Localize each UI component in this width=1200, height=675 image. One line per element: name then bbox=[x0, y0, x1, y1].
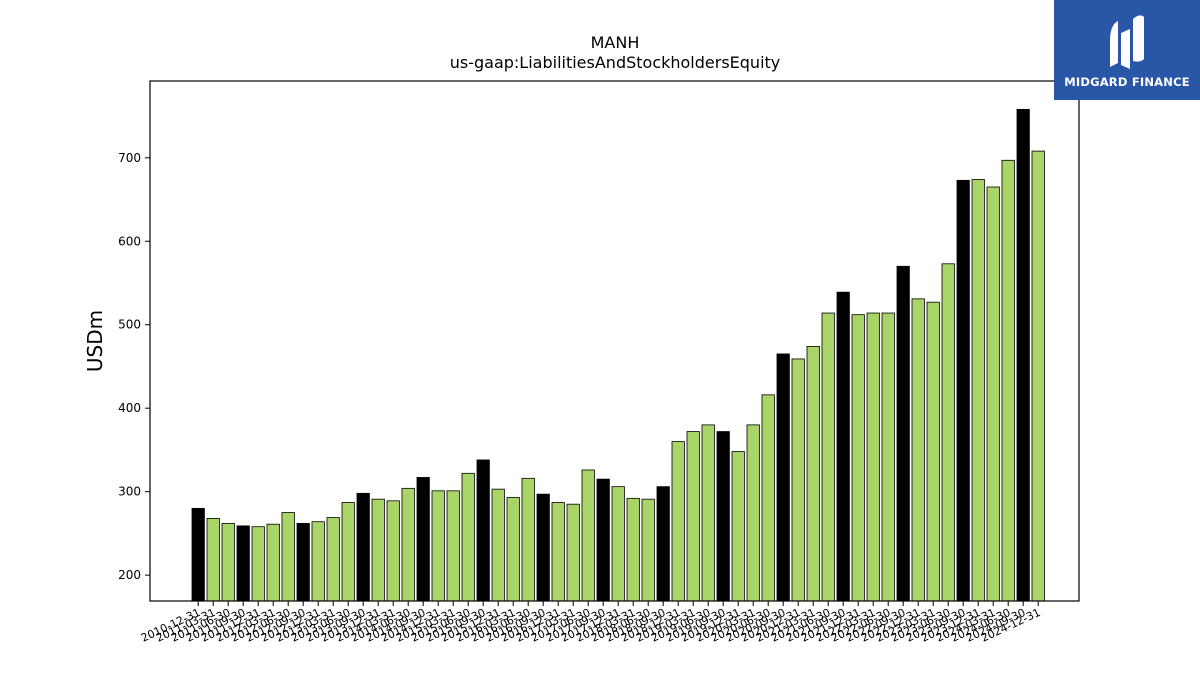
bar-2012-12-31 bbox=[311, 521, 325, 602]
bar-2017-06-30 bbox=[581, 469, 595, 602]
bar-2012-06-30 bbox=[281, 512, 295, 602]
y-tick-label: 600 bbox=[118, 234, 141, 248]
bar-2015-09-30 bbox=[476, 459, 490, 602]
bar-2022-06-30 bbox=[881, 312, 895, 602]
bar-2012-03-31 bbox=[266, 523, 280, 602]
bar-2020-12-31 bbox=[791, 358, 805, 602]
bar-2014-09-30 bbox=[416, 477, 430, 602]
bar-2019-12-31 bbox=[731, 451, 745, 602]
bar-2013-09-30 bbox=[356, 492, 370, 602]
bar-2023-09-30 bbox=[956, 179, 970, 602]
bar-2021-12-31 bbox=[851, 314, 865, 602]
bar-2011-03-31 bbox=[206, 517, 220, 602]
chart-subtitle: us-gaap:LiabilitiesAndStockholdersEquity bbox=[450, 53, 781, 72]
bar-2019-06-30 bbox=[701, 424, 715, 602]
bar-2024-06-30 bbox=[1001, 159, 1015, 602]
bars-group bbox=[191, 108, 1045, 602]
bar-2018-03-31 bbox=[626, 497, 640, 602]
bar-2013-03-31 bbox=[326, 517, 340, 602]
brand-logo: MIDGARD FINANCE bbox=[1054, 0, 1200, 100]
bar-2016-12-31 bbox=[551, 502, 565, 602]
bar-2014-12-31 bbox=[431, 490, 445, 602]
y-axis: 200 300 400 500 600 700 bbox=[118, 151, 150, 582]
bar-2011-09-30 bbox=[236, 525, 250, 602]
y-tick-label: 300 bbox=[118, 485, 141, 499]
bar-2024-03-31 bbox=[986, 186, 1000, 602]
bar-2018-06-30 bbox=[641, 498, 655, 602]
bar-2015-06-30 bbox=[461, 472, 475, 602]
bar-2023-03-31 bbox=[926, 301, 940, 602]
bar-2011-06-30 bbox=[221, 522, 235, 602]
chart-title: MANH bbox=[591, 33, 640, 52]
bar-2022-09-30 bbox=[896, 265, 910, 602]
bar-2014-06-30 bbox=[401, 487, 415, 602]
bar-2024-09-30 bbox=[1016, 108, 1030, 602]
bar-2024-12-31 bbox=[1031, 150, 1045, 602]
bar-2019-09-30 bbox=[716, 431, 730, 602]
bar-2011-12-31 bbox=[251, 526, 265, 602]
bar-2015-03-31 bbox=[446, 490, 460, 602]
bar-2015-12-31 bbox=[491, 488, 505, 602]
bar-2010-12-31 bbox=[191, 507, 205, 602]
bar-2019-03-31 bbox=[686, 431, 700, 602]
y-tick-label: 200 bbox=[118, 568, 141, 582]
bar-2021-03-31 bbox=[806, 346, 820, 602]
bar-2023-12-31 bbox=[971, 179, 985, 602]
midgard-logo-icon bbox=[1110, 15, 1144, 69]
brand-name: MIDGARD FINANCE bbox=[1064, 75, 1190, 89]
bar-2023-06-30 bbox=[941, 263, 955, 602]
bar-2020-03-31 bbox=[746, 424, 760, 602]
bar-2020-06-30 bbox=[761, 394, 775, 602]
bar-2020-09-30 bbox=[776, 353, 790, 602]
bar-2018-09-30 bbox=[656, 486, 670, 602]
plot-frame bbox=[149, 80, 1080, 602]
bar-2017-03-31 bbox=[566, 503, 580, 602]
y-tick-label: 500 bbox=[118, 318, 141, 332]
bar-2016-06-30 bbox=[521, 477, 535, 602]
bar-2018-12-31 bbox=[671, 441, 685, 602]
bar-2016-09-30 bbox=[536, 493, 550, 602]
bar-2021-09-30 bbox=[836, 291, 850, 602]
bar-2021-06-30 bbox=[821, 312, 835, 602]
bar-2017-12-31 bbox=[611, 486, 625, 602]
bar-2016-03-31 bbox=[506, 497, 520, 602]
bar-2012-09-30 bbox=[296, 522, 310, 602]
bar-2014-03-31 bbox=[386, 500, 400, 602]
bar-2013-06-30 bbox=[341, 502, 355, 602]
y-tick-label: 700 bbox=[118, 151, 141, 165]
bar-2017-09-30 bbox=[596, 478, 610, 602]
bar-2013-12-31 bbox=[371, 498, 385, 602]
bar-2022-12-31 bbox=[911, 298, 925, 602]
x-axis: 2010-12-312011-03-312011-06-302011-09-30… bbox=[139, 601, 1042, 645]
y-tick-label: 400 bbox=[118, 401, 141, 415]
y-axis-label: USDm bbox=[83, 310, 107, 372]
bar-2022-03-31 bbox=[866, 312, 880, 602]
